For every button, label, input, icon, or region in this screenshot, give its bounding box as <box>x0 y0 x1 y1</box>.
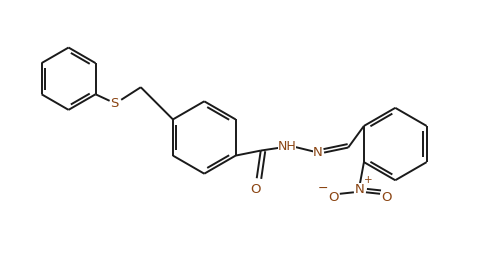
Text: +: + <box>364 175 373 185</box>
Text: O: O <box>381 191 391 204</box>
Text: −: − <box>318 182 328 195</box>
Text: NH: NH <box>278 140 296 153</box>
Text: O: O <box>329 191 339 204</box>
Text: N: N <box>355 183 365 196</box>
Text: S: S <box>111 97 119 110</box>
Text: N: N <box>313 146 323 159</box>
Text: O: O <box>250 183 261 196</box>
